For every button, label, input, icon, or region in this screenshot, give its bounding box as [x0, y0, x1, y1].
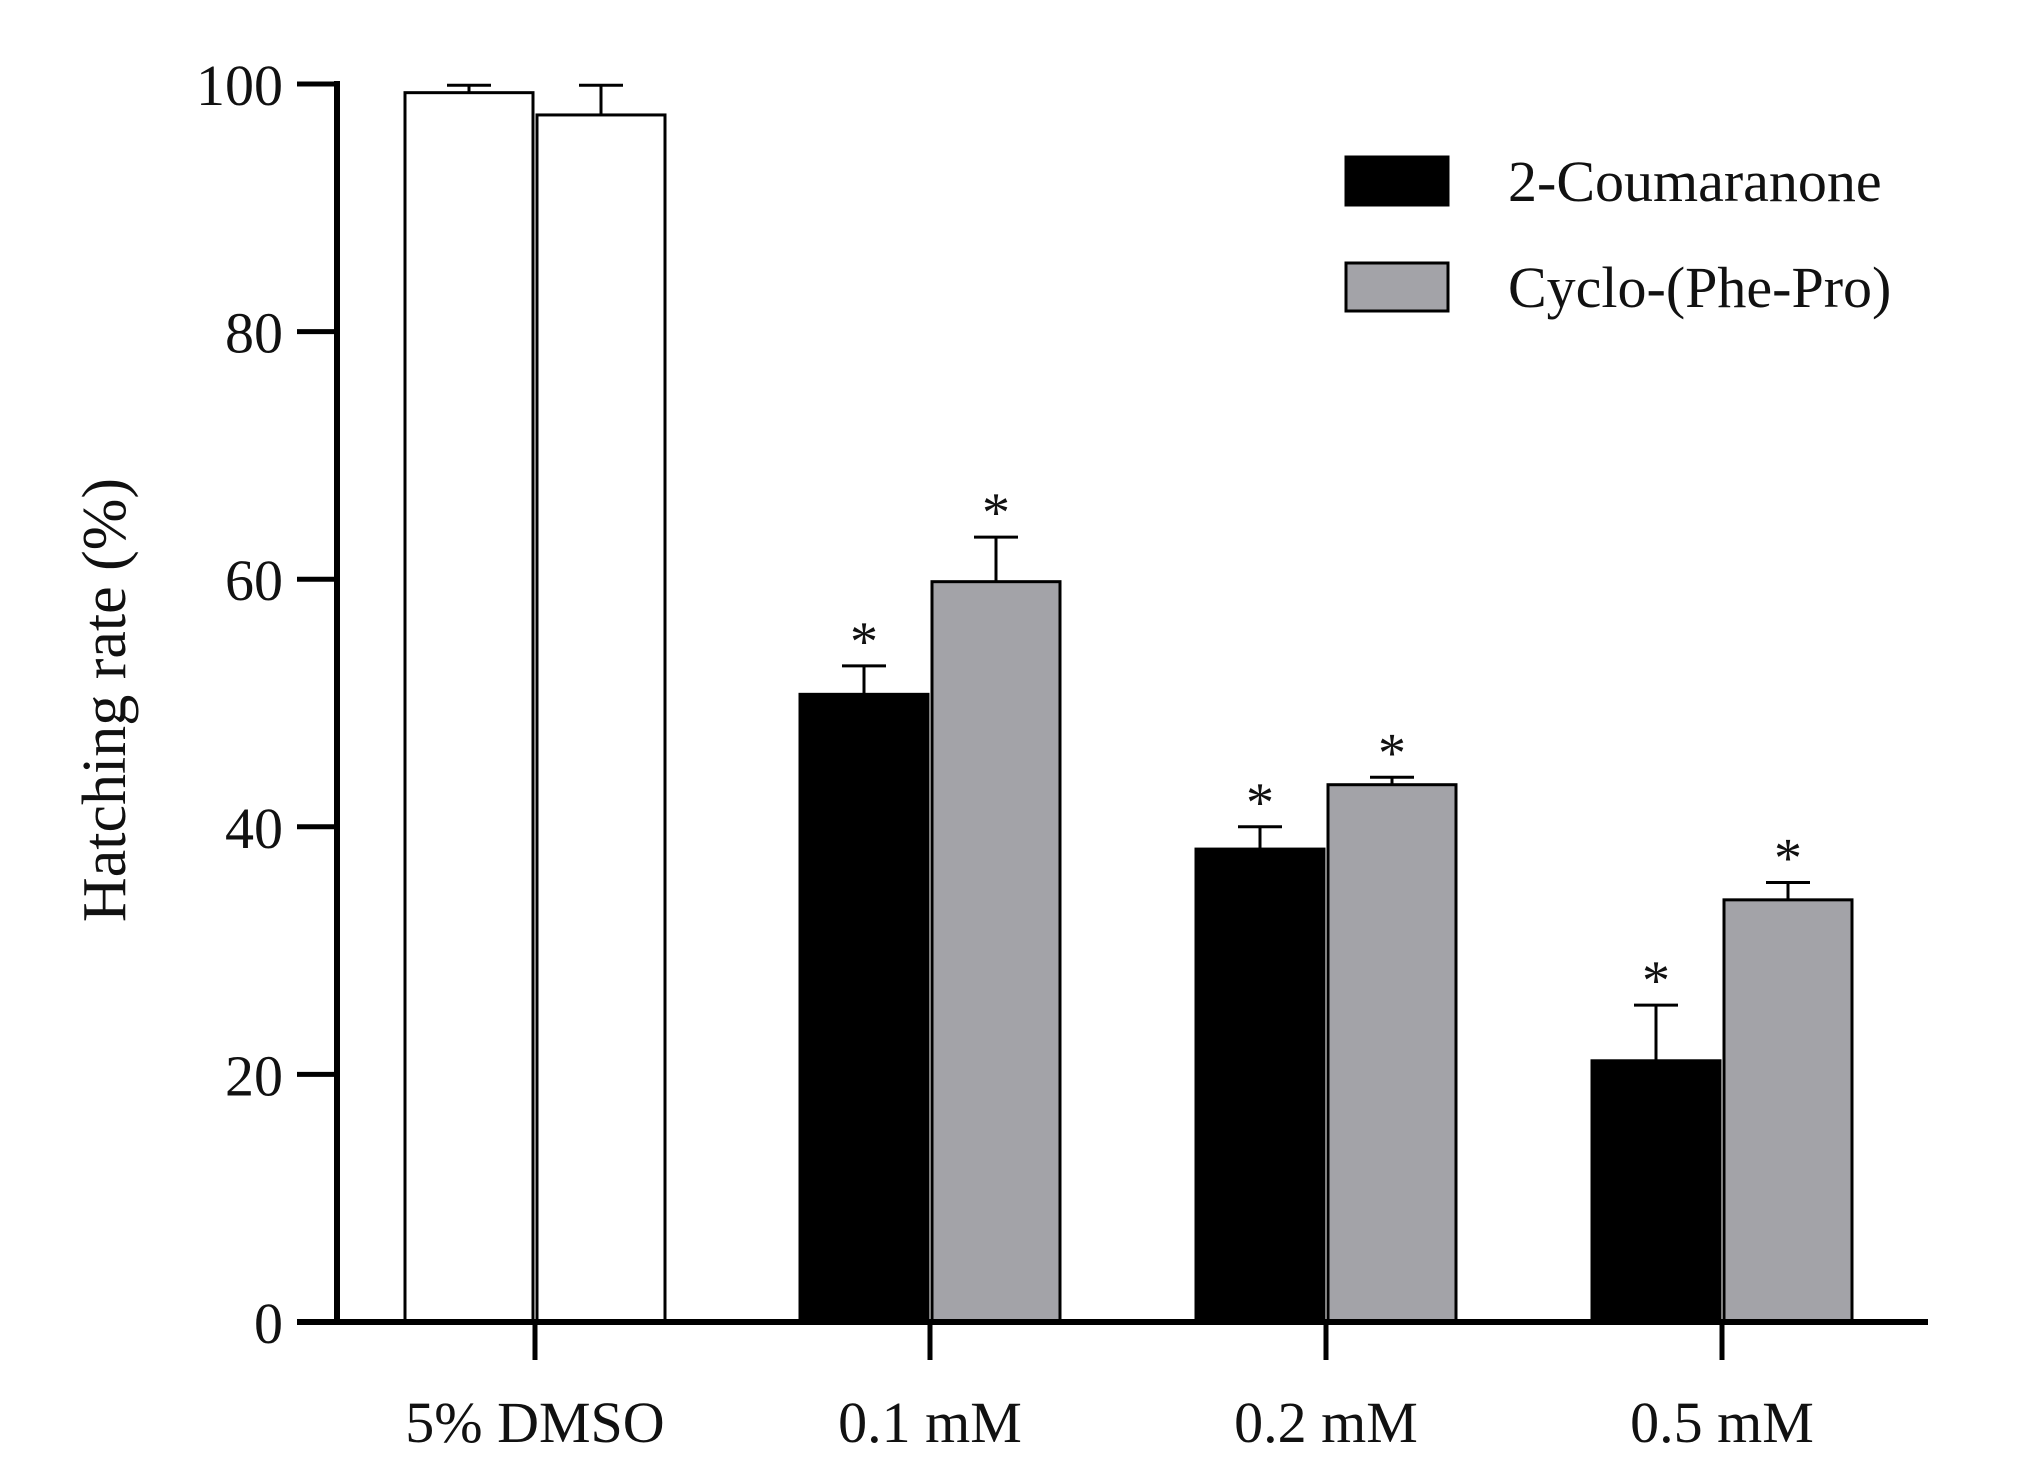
bar-cyclo-phe-pro-0 [535, 113, 667, 1324]
significance-star-0-1: * [850, 611, 878, 673]
bar-cyclo-phe-pro-2 [1326, 783, 1458, 1324]
y-tick-label-0: 0 [254, 1291, 283, 1356]
significance-star-1-1: * [982, 482, 1010, 544]
legend-swatch-1 [1344, 261, 1450, 313]
bar-coumaranone-2 [1194, 847, 1326, 1324]
significance-star-0-3: * [1642, 950, 1670, 1012]
significance-annotations-layer: * * * * * * [850, 482, 1802, 1012]
significance-star-0-2: * [1246, 772, 1274, 834]
bars-layer [403, 91, 1854, 1324]
bar-cyclo-phe-pro-3 [1722, 898, 1854, 1324]
axes-layer [297, 81, 1928, 1325]
x-tick-label-2: 0.2 mM [1234, 1390, 1418, 1455]
significance-star-1-3: * [1774, 828, 1802, 890]
legend-swatch-0 [1344, 155, 1450, 207]
bar-cyclo-phe-pro-1 [930, 580, 1062, 1324]
legend-label-1: Cyclo-(Phe-Pro) [1508, 255, 1891, 320]
bar-coumaranone-1 [798, 692, 930, 1324]
bar-coumaranone-3 [1590, 1059, 1722, 1324]
y-ticks-layer: 0 20 40 60 80 100 [196, 53, 337, 1356]
error-bars-layer [447, 83, 1810, 1061]
y-tick-label-80: 80 [225, 301, 283, 366]
y-tick-label-20: 20 [225, 1043, 283, 1108]
x-ticks-layer: 5% DMSO 0.1 mM 0.2 mM 0.5 mM [405, 1322, 1814, 1455]
x-tick-label-0: 5% DMSO [405, 1390, 664, 1455]
y-tick-label-40: 40 [225, 796, 283, 861]
y-axis-label: Hatching rate (%) [71, 478, 139, 922]
significance-star-1-2: * [1378, 722, 1406, 784]
y-tick-label-60: 60 [225, 548, 283, 613]
legend: 2-Coumaranone Cyclo-(Phe-Pro) [1344, 149, 1891, 320]
bar-coumaranone-0 [403, 91, 535, 1324]
x-tick-label-3: 0.5 mM [1630, 1390, 1814, 1455]
x-tick-label-1: 0.1 mM [838, 1390, 1022, 1455]
legend-label-0: 2-Coumaranone [1508, 149, 1882, 214]
y-tick-label-100: 100 [196, 53, 283, 118]
